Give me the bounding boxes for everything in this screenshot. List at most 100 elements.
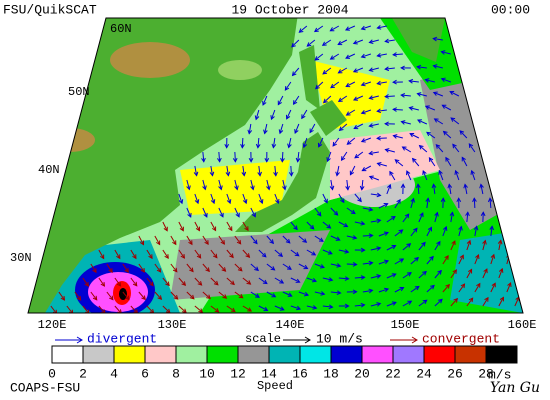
- colorbar-swatch: [51, 345, 84, 364]
- wind-arrow: [330, 291, 341, 294]
- wind-arrow-head: [335, 171, 340, 177]
- wind-arrow: [459, 130, 468, 139]
- wind-arrow: [361, 53, 372, 58]
- wind-arrow-head: [442, 130, 448, 136]
- wind-arrow: [449, 91, 460, 97]
- wind-arrow: [138, 235, 144, 245]
- wind-arrow: [482, 297, 489, 307]
- wind-arrow: [474, 226, 478, 237]
- wind-arrow-head: [442, 225, 448, 231]
- wind-arrow-head: [270, 115, 275, 121]
- wind-arrow-head: [384, 259, 390, 265]
- wind-arrow: [433, 65, 443, 69]
- wind-arrow-head: [295, 278, 301, 283]
- wind-arrow: [314, 25, 324, 32]
- wind-arrow-head: [164, 254, 169, 260]
- wind-arrow: [466, 240, 471, 251]
- legend: divergent scale 10 m/s convergent: [55, 331, 500, 346]
- wind-arrow-head: [337, 97, 343, 103]
- wind-arrow: [425, 79, 435, 83]
- wind-arrow-head: [425, 197, 431, 203]
- wind-arrow: [498, 297, 504, 307]
- wind-arrow-head: [352, 68, 358, 73]
- wind-arrow-head: [389, 170, 394, 176]
- wind-arrow-head: [335, 236, 341, 241]
- wind-arrow: [361, 109, 372, 114]
- wind-arrow-head: [350, 209, 356, 215]
- wind-arrow: [458, 255, 464, 265]
- wind-arrow: [409, 133, 420, 139]
- wind-arrow-head: [468, 297, 474, 303]
- wind-arrow: [218, 291, 227, 299]
- wind-arrow-head: [92, 268, 97, 274]
- wind-arrow-head: [438, 169, 443, 175]
- wind-arrow-head: [269, 239, 275, 245]
- wind-arrow: [146, 249, 153, 259]
- wind-arrow: [234, 207, 240, 217]
- wind-arrow-head: [391, 244, 397, 250]
- wind-arrow: [106, 263, 113, 273]
- wind-arrow: [345, 81, 356, 87]
- lon-label: 120E: [38, 318, 67, 332]
- wind-arrow: [282, 179, 286, 190]
- wind-arrow: [450, 298, 458, 307]
- wind-arrow: [146, 277, 154, 286]
- wind-arrow-head: [413, 227, 418, 233]
- wind-vectors: [50, 25, 520, 313]
- wind-arrow-head: [445, 156, 450, 162]
- wind-arrow: [393, 53, 403, 56]
- wind-arrow-head: [188, 240, 193, 246]
- wind-arrow-head: [212, 253, 218, 259]
- wind-arrow: [445, 157, 452, 167]
- wind-arrow: [178, 249, 185, 259]
- wind-arrow-head: [344, 26, 350, 31]
- wind-arrow-head: [376, 25, 382, 30]
- wind-arrow: [386, 301, 397, 307]
- wind-arrow: [433, 184, 436, 195]
- wind-arrow-head: [433, 118, 439, 123]
- wind-arrow: [482, 268, 488, 279]
- colorbar-tick-label: 22: [385, 366, 401, 381]
- wind-arrow: [234, 263, 243, 272]
- wind-arrow: [194, 221, 200, 231]
- wind-arrow-head: [275, 199, 280, 205]
- wind-arrow: [442, 255, 449, 265]
- wind-arrow-head: [285, 238, 291, 244]
- wind-arrow: [353, 95, 364, 101]
- wind-arrow: [154, 235, 161, 245]
- wind-arrow-head: [224, 143, 230, 149]
- wind-arrow-head: [490, 253, 496, 259]
- wind-arrow-head: [459, 130, 465, 135]
- wind-arrow: [362, 262, 373, 265]
- wind-arrow: [274, 277, 284, 284]
- colorbar-tick-label: 28: [478, 366, 494, 381]
- wind-arrow: [455, 170, 460, 181]
- map-frame: [27, 17, 524, 314]
- wind-arrow: [314, 235, 324, 242]
- wind-arrow: [98, 305, 106, 313]
- wind-arrow: [298, 235, 307, 243]
- wind-arrow-head: [436, 240, 441, 246]
- wind-arrow: [274, 165, 277, 176]
- wind-arrow-head: [309, 128, 314, 134]
- wind-arrow-head: [309, 224, 315, 230]
- wind-arrow-head: [376, 80, 382, 86]
- wind-arrow-head: [376, 161, 382, 167]
- wind-arrow-head: [193, 171, 199, 177]
- wind-arrow: [474, 283, 481, 293]
- wind-arrow: [322, 39, 332, 46]
- wind-arrow-head: [360, 138, 366, 143]
- wind-arrow-head: [234, 185, 239, 191]
- wind-arrow: [377, 109, 387, 112]
- wind-arrow-head: [376, 192, 382, 198]
- wind-arrow: [138, 263, 145, 273]
- wind-arrow-head: [353, 124, 359, 130]
- wind-arrow: [369, 123, 379, 127]
- wind-arrow: [410, 257, 419, 265]
- wind-arrow-head: [400, 65, 405, 71]
- wind-arrow-head: [287, 292, 293, 297]
- wind-arrow-head: [414, 256, 420, 262]
- wind-arrow-head: [392, 107, 397, 112]
- wind-arrow: [330, 53, 340, 60]
